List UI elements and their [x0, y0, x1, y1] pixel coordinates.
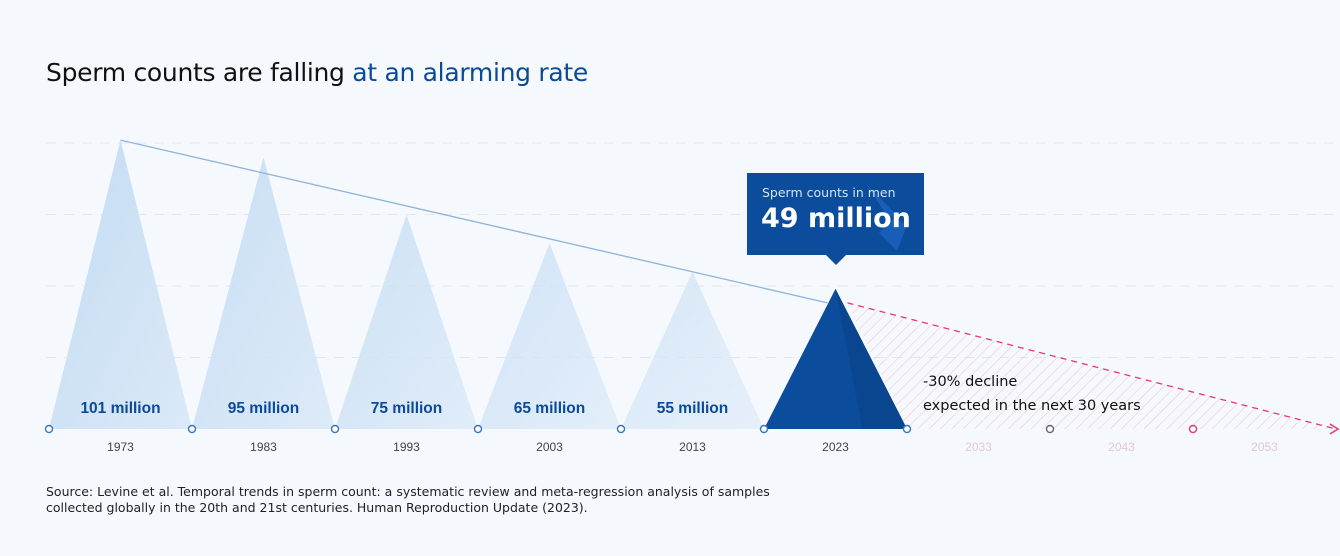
projection-line — [847, 302, 1337, 430]
tick-label-1983: 1983 — [250, 440, 277, 454]
axis-node — [759, 424, 769, 434]
tick-label-1993: 1993 — [393, 440, 420, 454]
title-main: Sperm counts are falling — [46, 58, 345, 87]
chart-title: Sperm counts are falling at an alarming … — [46, 58, 588, 87]
triangle-2003 — [478, 243, 621, 429]
axis-node — [616, 424, 626, 434]
callout-label: Sperm counts in men — [762, 185, 896, 200]
axis-node — [473, 424, 483, 434]
tick-label-2033: 2033 — [965, 440, 992, 454]
triangle-1983 — [192, 157, 335, 430]
axis-node — [44, 424, 54, 434]
data-label-1993: 75 million — [371, 400, 443, 417]
decline-line2: expected in the next 30 years — [923, 398, 1141, 414]
decline-line1: -30% decline — [923, 374, 1018, 390]
callout-box: Sperm counts in men 49 million — [747, 173, 924, 255]
tick-label-2043: 2043 — [1108, 440, 1135, 454]
axis-node — [187, 424, 197, 434]
data-label-1973: 101 million — [80, 400, 160, 417]
tick-label-2053: 2053 — [1251, 440, 1278, 454]
source-note: Source: Levine et al. Temporal trends in… — [46, 484, 770, 515]
callout-pointer — [826, 255, 846, 265]
triangle-shade — [835, 288, 907, 429]
callout-value: 49 million — [761, 203, 911, 234]
triangle-1993 — [335, 214, 478, 429]
decline-annotation: -30% decline expected in the next 30 yea… — [923, 370, 1141, 418]
tick-label-2003: 2003 — [536, 440, 563, 454]
triangle-1973 — [49, 140, 192, 429]
tick-label-1973: 1973 — [107, 440, 134, 454]
trend-line — [120, 139, 828, 304]
data-label-1983: 95 million — [228, 400, 300, 417]
data-label-2013: 55 million — [657, 400, 729, 417]
axis-arrow-icon — [1329, 423, 1340, 435]
axis-node — [1188, 424, 1198, 434]
down-arrow-icon — [867, 185, 907, 251]
triangle-2013 — [621, 271, 764, 429]
axis-node — [330, 424, 340, 434]
axis-node — [1045, 424, 1055, 434]
axis-node — [902, 424, 912, 434]
tick-label-2013: 2013 — [679, 440, 706, 454]
title-accent: at an alarming rate — [352, 58, 588, 87]
tick-label-2023: 2023 — [822, 440, 849, 454]
data-label-2003: 65 million — [514, 400, 586, 417]
